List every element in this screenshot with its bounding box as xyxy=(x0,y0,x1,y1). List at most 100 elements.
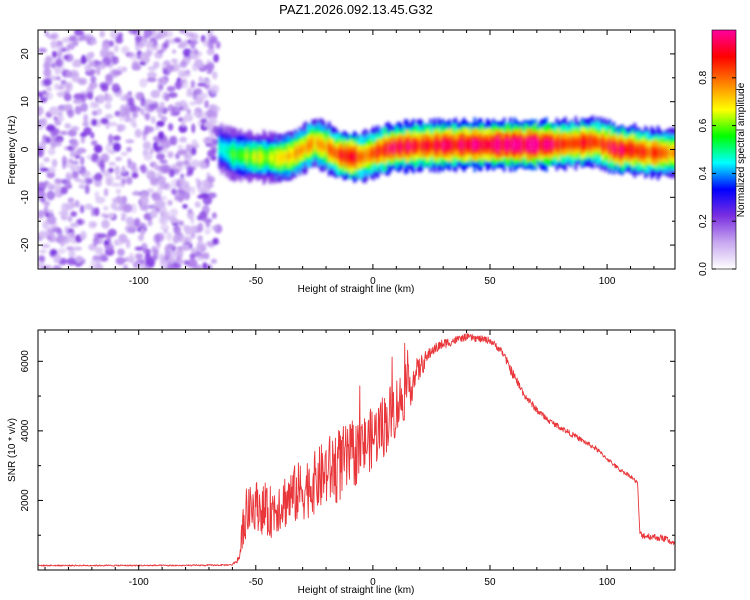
noise-blob xyxy=(191,186,196,195)
spectrogram-ytick-label: 20 xyxy=(20,48,31,60)
ridge-cell xyxy=(268,153,272,161)
noise-blob xyxy=(57,116,65,122)
noise-blob xyxy=(134,128,142,138)
chart-title: PAZ1.2026.092.13.45.G32 xyxy=(279,2,433,17)
noise-blob xyxy=(64,225,69,233)
noise-blob xyxy=(172,49,177,54)
noise-blob xyxy=(39,167,49,172)
noise-blob xyxy=(41,117,47,127)
noise-blob xyxy=(48,209,54,216)
ridge-cell xyxy=(536,141,540,149)
noise-blob xyxy=(67,109,75,118)
noise-blob xyxy=(160,224,170,231)
ridge-cell xyxy=(523,141,527,148)
snr-ytick-label: 4000 xyxy=(20,419,31,442)
ridge-cell xyxy=(547,140,550,149)
ridge-cell xyxy=(551,141,555,148)
ridge-cell xyxy=(283,153,287,161)
ridge-cell xyxy=(218,143,222,152)
noise-blob xyxy=(186,108,191,115)
noise-blob xyxy=(69,148,75,158)
ridge-cell xyxy=(481,141,485,148)
noise-blob xyxy=(135,253,144,260)
noise-blob xyxy=(112,142,121,152)
ridge-cell xyxy=(654,149,658,156)
snr-series-line xyxy=(38,333,675,567)
noise-blob xyxy=(142,248,152,254)
noise-blob xyxy=(91,140,98,146)
ridge-cell xyxy=(585,139,588,146)
noise-blob xyxy=(179,235,188,244)
ridge-cell xyxy=(618,146,622,154)
noise-blob xyxy=(114,241,123,246)
ridge-cell xyxy=(323,143,327,150)
noise-blob xyxy=(91,110,98,116)
ridge-cell xyxy=(422,142,426,149)
noise-blob xyxy=(77,77,88,86)
noise-blob xyxy=(104,113,114,120)
noise-blob xyxy=(107,228,117,237)
noise-blob xyxy=(113,135,121,142)
ridge-cell xyxy=(304,143,308,152)
noise-blob xyxy=(202,179,210,188)
ridge-cell xyxy=(591,138,595,146)
ridge-cell xyxy=(391,144,394,152)
noise-blob xyxy=(140,97,146,107)
noise-blob xyxy=(177,149,188,156)
noise-blob xyxy=(86,92,93,100)
noise-blob xyxy=(96,108,103,116)
ridge-cell xyxy=(412,142,415,150)
noise-blob xyxy=(150,116,156,124)
ridge-cell xyxy=(443,141,447,149)
noise-blob xyxy=(56,44,65,52)
ridge-cell xyxy=(397,144,401,150)
spectrogram-xtick-label: 0 xyxy=(370,276,376,287)
noise-blob xyxy=(210,258,217,264)
ridge-cell xyxy=(357,153,361,161)
noise-blob xyxy=(202,218,213,223)
noise-blob xyxy=(43,157,50,163)
ridge-cell xyxy=(277,154,281,162)
ridge-cell xyxy=(363,152,367,160)
noise-blob xyxy=(209,84,220,94)
ridge-cell xyxy=(416,142,420,150)
noise-blob xyxy=(166,85,176,92)
noise-blob xyxy=(142,141,152,151)
noise-blob xyxy=(57,248,66,254)
ridge-cell xyxy=(656,149,660,156)
snr-ytick-label: 6000 xyxy=(20,350,31,373)
noise-blob xyxy=(150,161,158,169)
ridge-cell xyxy=(332,147,335,156)
noise-blob xyxy=(192,90,198,100)
ridge-cell xyxy=(578,139,582,147)
ridge-cell xyxy=(222,146,226,154)
ridge-cell xyxy=(572,140,576,147)
ridge-cell xyxy=(475,141,479,148)
noise-blob xyxy=(131,172,139,179)
ridge-cell xyxy=(376,148,380,155)
noise-blob xyxy=(103,205,109,211)
noise-blob xyxy=(78,179,87,184)
ridge-cell xyxy=(608,143,612,150)
ridge-cell xyxy=(526,141,529,149)
noise-blob xyxy=(67,257,77,266)
ridge-cell xyxy=(271,153,274,162)
noise-blob xyxy=(212,105,221,113)
ridge-cell xyxy=(673,149,675,157)
snr-xtick-label: -100 xyxy=(129,577,149,588)
ridge-cell xyxy=(500,141,504,149)
noise-blob xyxy=(94,207,100,217)
noise-blob xyxy=(68,249,76,259)
noise-blob xyxy=(204,157,210,164)
noise-blob xyxy=(52,265,62,269)
ridge-cell xyxy=(336,150,340,158)
ridge-cell xyxy=(517,141,521,149)
noise-blob xyxy=(38,146,43,156)
ridge-cell xyxy=(568,140,571,147)
ridge-cell xyxy=(408,142,411,150)
ridge-cell xyxy=(583,139,586,146)
noise-blob xyxy=(134,92,143,101)
noise-blob xyxy=(168,136,175,144)
noise-blob xyxy=(199,159,207,170)
noise-blob xyxy=(211,138,220,145)
